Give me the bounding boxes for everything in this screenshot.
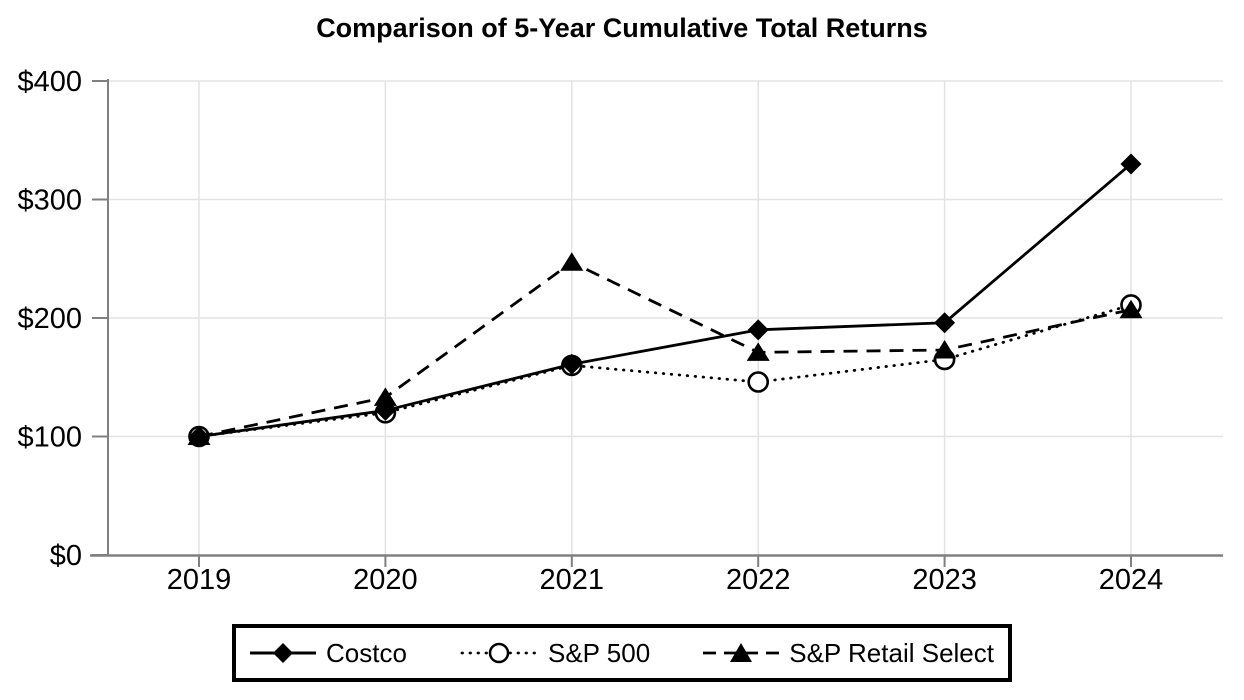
legend-label-costco: Costco: [326, 637, 407, 668]
legend-item-sp500: S&P 500: [460, 638, 650, 669]
cumulative-returns-line-chart: $0 $100 $200 $300 $400 2019 2020 2021 2022 2023 20…: [17, 66, 1223, 596]
dotted-series-line: [197, 303, 1133, 438]
chart-legend: Costco S&P 500 S&P Retail Select: [232, 624, 1012, 682]
y-tick-label: $300: [17, 185, 82, 217]
y-tick-label: $200: [17, 303, 82, 335]
solid-series-line: [198, 162, 1132, 438]
x-tick-label: 2020: [353, 564, 418, 596]
filled-diamond-marker: [747, 319, 769, 341]
sp500-dotted-circle-sample: [460, 642, 538, 664]
filled-triangle-marker: [560, 252, 584, 271]
legend-item-retail-select: S&P Retail Select: [703, 638, 994, 669]
x-tick-label: 2024: [1099, 564, 1164, 596]
x-tick-label: 2021: [540, 564, 605, 596]
filled-diamond-marker: [934, 312, 956, 334]
chart-title: Comparison of 5-Year Cumulative Total Re…: [316, 13, 928, 43]
filled-triangle-marker: [933, 339, 957, 359]
dashed-series-line: [198, 260, 1132, 438]
legend-label-retail-select: S&P Retail Select: [789, 637, 994, 668]
filled-triangle-marker: [746, 342, 770, 361]
legend-item-costco: Costco: [250, 638, 407, 669]
x-tick-label: 2022: [726, 564, 791, 596]
costco-solid-diamond-sample: [250, 643, 316, 663]
filled-triangle-marker: [1119, 299, 1143, 319]
filled-diamond-marker: [1120, 153, 1142, 175]
retail-dashed-triangle-sample: [703, 643, 780, 662]
filled-diamond-marker: [188, 426, 210, 447]
x-tick-label: 2019: [167, 564, 232, 596]
filled-triangle-marker: [373, 387, 397, 406]
open-circle-marker: [747, 371, 770, 393]
filled-diamond-marker: [374, 399, 396, 421]
y-tick-label: $0: [50, 540, 82, 572]
filled-diamond-marker: [561, 353, 583, 375]
x-tick-label: 2023: [912, 564, 977, 596]
y-tick-label: $400: [17, 66, 82, 98]
y-tick-label: $100: [17, 422, 82, 454]
legend-label-sp500: S&P 500: [548, 637, 651, 668]
